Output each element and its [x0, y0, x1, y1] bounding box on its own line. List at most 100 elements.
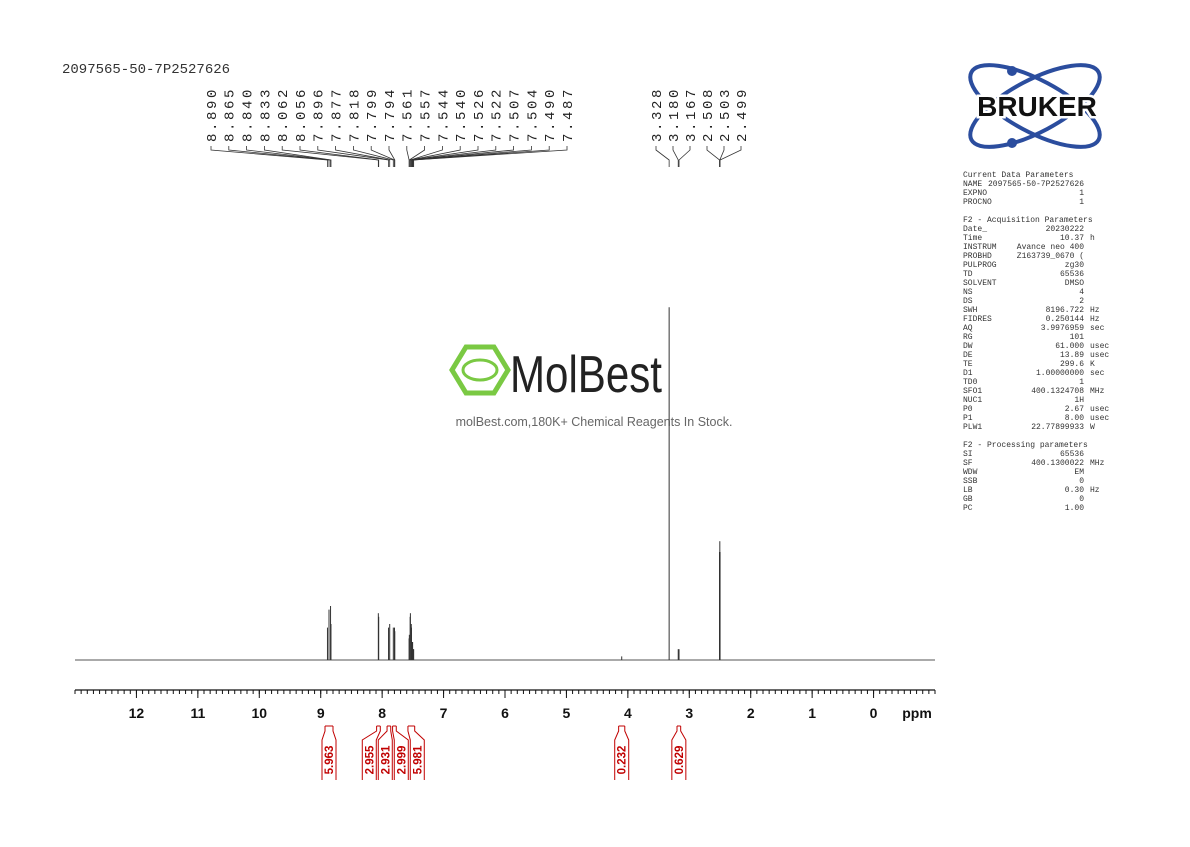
logo-dot: [1007, 66, 1017, 76]
watermark: MolBest molBest.com,180K+ Chemical Reage…: [449, 344, 733, 429]
param-key: Time: [963, 234, 982, 243]
logo-orbit: [968, 63, 1102, 149]
param-key: D1: [963, 369, 973, 378]
param-unit: MHz: [1090, 387, 1105, 396]
peak-label: 7.504: [525, 87, 541, 142]
logo-dot: [1007, 138, 1017, 148]
param-key: SOLVENT: [963, 279, 997, 288]
param-value: 1: [1079, 198, 1084, 207]
x-tick-label: 11: [190, 705, 205, 721]
peak-connector: [388, 146, 396, 167]
watermark-ring: [461, 358, 499, 382]
integral-bracket: [614, 725, 630, 780]
param-value: Z163739_0670 (: [1017, 252, 1084, 261]
param-value: 3.9976959: [1041, 324, 1084, 333]
logo-text: BRUKER: [977, 91, 1097, 122]
peak-connector: [672, 146, 679, 167]
param-key: DE: [963, 351, 973, 360]
param-key: PLW1: [963, 423, 982, 432]
param-value: 1: [1079, 189, 1084, 198]
param-key: RG: [963, 333, 973, 342]
param-value: 61.000: [1055, 342, 1084, 351]
integral-bracket: [671, 725, 687, 780]
integral-value: 0.629: [674, 746, 686, 775]
x-tick-label: 9: [317, 705, 325, 721]
peak-connector: [335, 146, 391, 167]
param-value: 0.250144: [1046, 315, 1085, 324]
param-key: DS: [963, 297, 973, 306]
peak-label: 7.507: [507, 87, 523, 142]
peak-label: 3.180: [667, 87, 683, 142]
peak-label: 7.896: [312, 87, 328, 142]
x-axis-label: ppm: [902, 705, 932, 721]
bruker-logo: BRUKER: [968, 63, 1102, 149]
param-key: SF: [963, 459, 973, 468]
param-value: 1H: [1074, 396, 1084, 405]
param-key: GB: [963, 495, 973, 504]
peak-label: 7.799: [365, 87, 381, 142]
param-key: DW: [963, 342, 973, 351]
param-unit: Hz: [1090, 486, 1100, 495]
peak-label: 2.508: [701, 87, 717, 142]
peak-label: 8.833: [258, 87, 274, 142]
param-key: PROCNO: [963, 198, 992, 207]
param-value: 8.00: [1065, 414, 1084, 423]
param-key: EXPNO: [963, 189, 987, 198]
param-value: Avance neo 400: [1017, 243, 1084, 252]
x-tick-label: 5: [563, 705, 571, 721]
integral-bracket: [392, 725, 409, 780]
peak-label: 8.865: [223, 87, 239, 142]
param-key: P0: [963, 405, 973, 414]
param-value: 1.00: [1065, 504, 1084, 513]
x-tick-label: 0: [870, 705, 878, 721]
peak-label: 3.328: [650, 87, 666, 142]
peak-label: 8.062: [276, 87, 292, 142]
integral-value: 2.999: [396, 746, 408, 775]
param-value: 1.00000000: [1036, 369, 1084, 378]
integral-value: 5.981: [412, 745, 424, 774]
param-value: 8196.722: [1046, 306, 1085, 315]
peak-connector: [655, 146, 670, 167]
sample-name: 2097565-50-7P2527626: [62, 62, 230, 78]
param-key: AQ: [963, 324, 973, 333]
peak-label: 7.794: [383, 87, 399, 142]
param-value: 2: [1079, 297, 1084, 306]
param-unit: MHz: [1090, 459, 1105, 468]
param-key: TD: [963, 270, 973, 279]
peak-connector: [370, 146, 395, 167]
peak-connector: [678, 146, 691, 167]
param-value: 2.67: [1065, 405, 1084, 414]
param-section-title: F2 - Processing parameters: [963, 441, 1088, 450]
peak-connector: [246, 146, 331, 167]
peak-connector: [409, 146, 461, 167]
watermark-brand: MolBest: [510, 346, 662, 404]
param-key: NUC1: [963, 396, 982, 405]
param-key: TD0: [963, 378, 978, 387]
integral-value: 2.955: [364, 745, 376, 774]
peak-label: 8.056: [294, 87, 310, 142]
peak-label: 7.540: [454, 87, 470, 142]
peak-label: 7.526: [472, 87, 488, 142]
param-key: SWH: [963, 306, 978, 315]
peak-label: 3.167: [684, 87, 700, 142]
x-tick-label: 10: [251, 705, 267, 721]
x-tick-label: 6: [501, 705, 509, 721]
param-value: 22.77899933: [1031, 423, 1084, 432]
param-unit: usec: [1090, 342, 1109, 351]
param-key: PULPROG: [963, 261, 997, 270]
param-section-title: Current Data Parameters: [963, 171, 1074, 180]
peak-label: 2.499: [735, 87, 751, 142]
param-value: 299.6: [1060, 360, 1084, 369]
peak-connector: [413, 146, 568, 167]
peak-label: 8.840: [241, 87, 257, 142]
peak-connector: [210, 146, 328, 167]
param-value: 0: [1079, 495, 1084, 504]
param-unit: K: [1090, 360, 1095, 369]
logo-orbit: [968, 63, 1102, 149]
param-value: 1: [1079, 378, 1084, 387]
integral-value: 2.931: [380, 745, 392, 774]
param-value: 101: [1070, 333, 1085, 342]
watermark-tagline: molBest.com,180K+ Chemical Reagents In S…: [456, 415, 733, 429]
